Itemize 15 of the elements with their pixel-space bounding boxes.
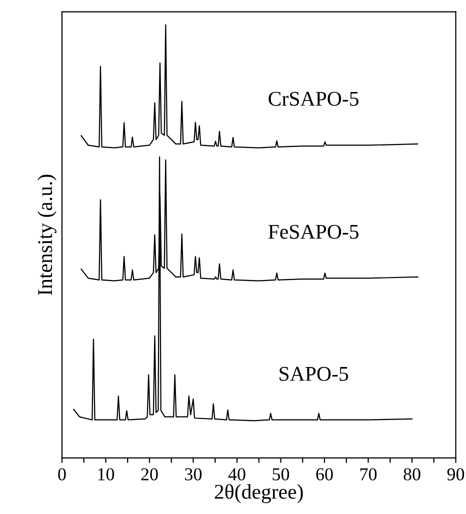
x-tick-label: 80 <box>404 468 420 480</box>
x-tick-label: 10 <box>98 468 114 480</box>
x-tick-label: 50 <box>272 468 290 480</box>
x-tick-label: 30 <box>185 468 202 480</box>
series-label: FeSAPO-5 <box>268 224 358 239</box>
x-tick-label: 70 <box>360 468 377 480</box>
y-axis-title: Intensity (a.u.) <box>37 174 56 296</box>
x-tick-label: 90 <box>447 468 464 480</box>
x-tick-label: 60 <box>316 468 333 480</box>
x-tick-label: 0 <box>58 468 66 480</box>
x-axis-title: 2θ(degree) <box>214 484 303 504</box>
x-tick-label: 40 <box>228 468 246 480</box>
x-tick-label: 20 <box>141 468 158 480</box>
series-label: CrSAPO-5 <box>268 92 358 106</box>
series-label: SAPO-5 <box>280 366 348 381</box>
